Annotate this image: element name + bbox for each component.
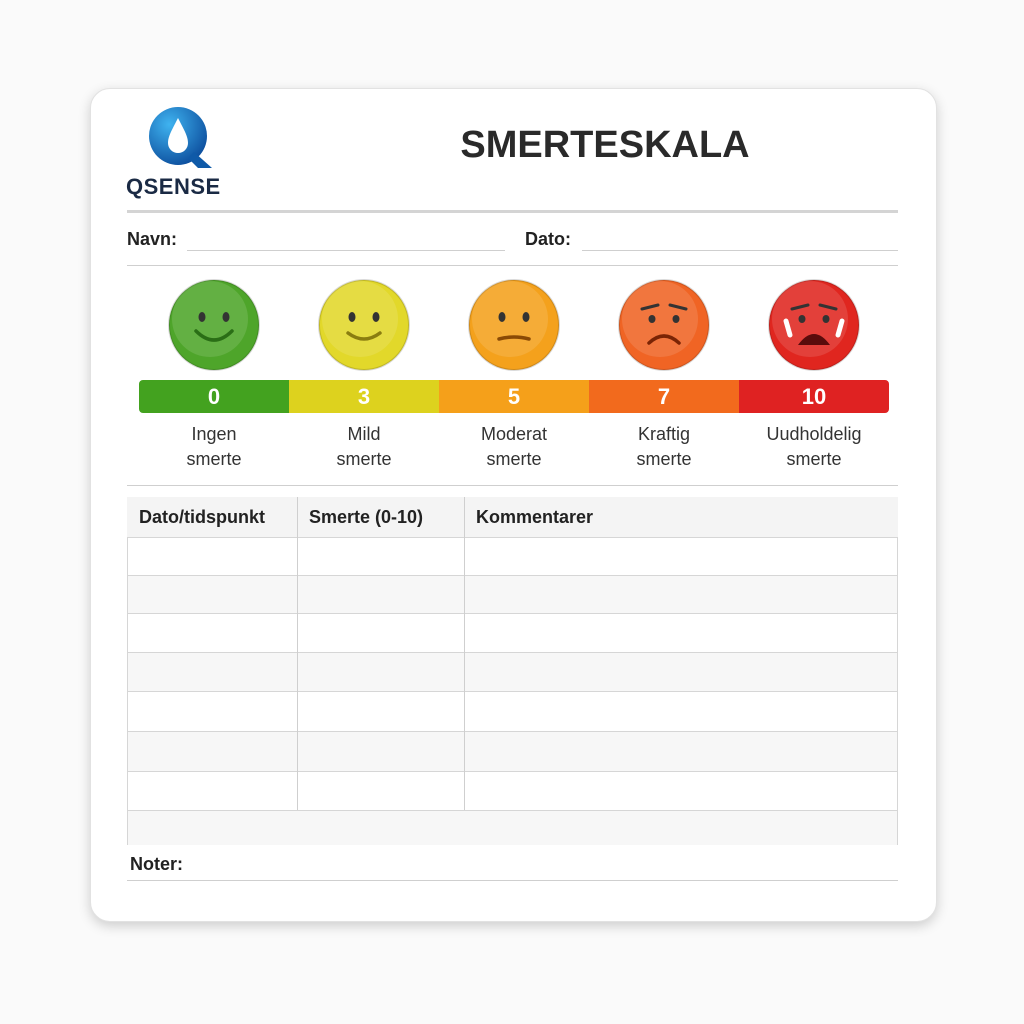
divider bbox=[127, 210, 898, 213]
table-row-shade bbox=[128, 653, 897, 691]
scale-segment: 3 bbox=[289, 380, 439, 413]
table-col-line bbox=[464, 497, 465, 810]
logo-icon bbox=[149, 107, 212, 168]
table-row-shade bbox=[128, 811, 897, 845]
table-row-line bbox=[127, 537, 898, 538]
divider bbox=[127, 485, 898, 486]
scale-label-line: smerte bbox=[486, 449, 542, 469]
scale-label: Mild smerte bbox=[289, 422, 439, 472]
name-line bbox=[187, 250, 505, 251]
face bbox=[168, 279, 260, 371]
table-col-line bbox=[297, 497, 298, 810]
date-label: Dato: bbox=[525, 229, 571, 249]
table-header-cell: Smerte (0-10) bbox=[309, 507, 424, 527]
face bbox=[318, 279, 410, 371]
table-row-shade bbox=[128, 576, 897, 613]
notes-label: Noter: bbox=[130, 854, 183, 874]
scale-segment: 5 bbox=[439, 380, 589, 413]
table-row-line bbox=[127, 691, 898, 692]
scale-label-line: smerte bbox=[186, 449, 242, 469]
scale-label: Moderat smerte bbox=[439, 422, 589, 472]
face bbox=[618, 279, 710, 371]
scale-label-line: smerte bbox=[636, 449, 692, 469]
scale-label: Uudholdelig smerte bbox=[739, 422, 889, 472]
table-header bbox=[127, 497, 898, 537]
scale-segment: 7 bbox=[589, 380, 739, 413]
face bbox=[468, 279, 560, 371]
table-row-line bbox=[127, 731, 898, 732]
date-line bbox=[582, 250, 898, 251]
face bbox=[768, 279, 860, 371]
scale-label-line: smerte bbox=[786, 449, 842, 469]
scale-label: Kraftig smerte bbox=[589, 422, 739, 472]
notes-line bbox=[127, 880, 898, 881]
scale-segment: 10 bbox=[739, 380, 889, 413]
scale-label-line: Kraftig bbox=[637, 424, 691, 444]
scale-label-line: Uudholdelig bbox=[766, 424, 862, 444]
scale-label-line: Mild bbox=[347, 424, 381, 444]
table-row-line bbox=[127, 575, 898, 576]
scale-label: Ingen smerte bbox=[139, 422, 289, 472]
scale-label-line: smerte bbox=[336, 449, 392, 469]
scale-label-line: Ingen bbox=[191, 424, 237, 444]
name-label: Navn: bbox=[127, 229, 178, 249]
table-row-line bbox=[127, 652, 898, 653]
table-row-line bbox=[127, 771, 898, 772]
scale-label-line: Moderat bbox=[480, 424, 548, 444]
table-row-shade bbox=[128, 732, 897, 771]
title: SMERTESKALA bbox=[460, 124, 750, 166]
logo-text: QSENSE bbox=[126, 174, 221, 199]
divider bbox=[127, 265, 898, 266]
table-header-cell: Kommentarer bbox=[476, 507, 594, 527]
table-row-line bbox=[127, 613, 898, 614]
table-row-line bbox=[127, 810, 898, 811]
table-header-cell: Dato/tidspunkt bbox=[139, 507, 265, 527]
scale-segment: 0 bbox=[139, 380, 289, 413]
